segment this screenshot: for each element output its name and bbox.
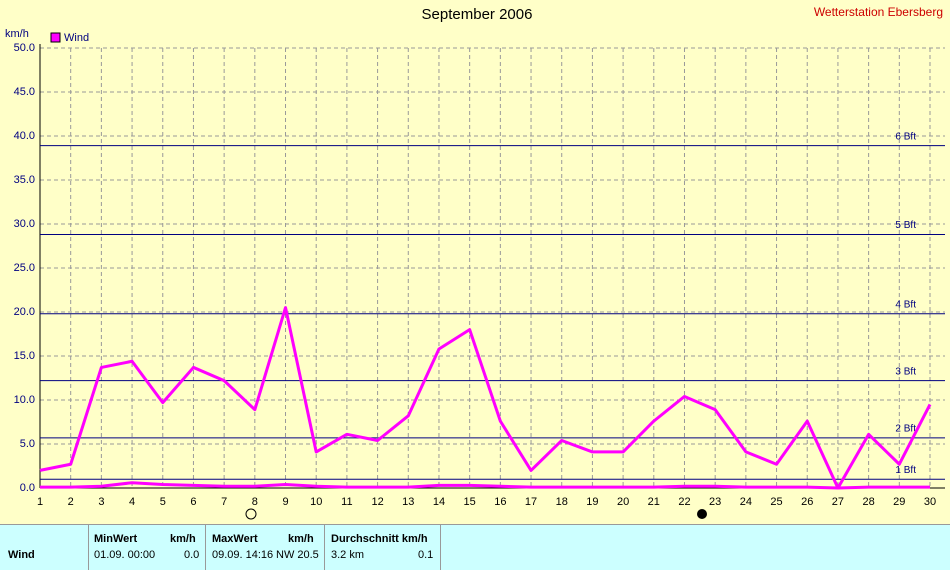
sep — [205, 525, 206, 570]
x-tick-label: 19 — [586, 496, 598, 508]
sep — [88, 525, 89, 570]
y-tick-label: 20.0 — [14, 306, 35, 318]
avg-head: Durchschnitt km/h — [331, 533, 428, 545]
beaufort-label: 5 Bft — [895, 220, 916, 231]
x-tick-label: 24 — [740, 496, 752, 508]
min-unit: km/h — [170, 533, 196, 545]
x-tick-label: 14 — [433, 496, 445, 508]
x-tick-label: 22 — [678, 496, 690, 508]
max-time: 09.09. 14:16 — [212, 549, 274, 561]
max-unit: km/h — [288, 533, 314, 545]
x-tick-label: 8 — [252, 496, 258, 508]
sep — [440, 525, 441, 570]
x-tick-label: 10 — [310, 496, 322, 508]
beaufort-label: 3 Bft — [895, 366, 916, 377]
y-tick-label: 5.0 — [20, 438, 35, 450]
x-tick-label: 2 — [68, 496, 74, 508]
y-tick-label: 35.0 — [14, 174, 35, 186]
avg-value: 0.1 — [418, 549, 434, 561]
x-tick-label: 6 — [190, 496, 196, 508]
wind-line — [40, 481, 930, 490]
y-tick-label: 30.0 — [14, 218, 35, 230]
x-tick-label: 12 — [371, 496, 383, 508]
x-tick-label: 20 — [617, 496, 629, 508]
x-tick-label: 13 — [402, 496, 414, 508]
x-tick-label: 23 — [709, 496, 721, 508]
x-tick-label: 21 — [648, 496, 660, 508]
chart: September 2006 Wetterstation Ebersberg k… — [5, 5, 945, 520]
beaufort-label: 6 Bft — [895, 131, 916, 142]
x-tick-label: 29 — [893, 496, 905, 508]
x-tick-label: 28 — [862, 496, 874, 508]
beaufort-label: 2 Bft — [895, 423, 916, 434]
x-tick-label: 9 — [282, 496, 288, 508]
y-tick-label: 50.0 — [14, 42, 35, 54]
row-label: Wind — [8, 549, 35, 561]
x-tick-label: 16 — [494, 496, 506, 508]
y-tick-label: 25.0 — [14, 262, 35, 274]
y-tick-label: 15.0 — [14, 350, 35, 362]
x-tick-label: 27 — [832, 496, 844, 508]
x-tick-label: 4 — [129, 496, 135, 508]
chart-title: September 2006 — [422, 6, 533, 23]
avg-dist: 3.2 km — [331, 549, 365, 561]
beaufort-label: 4 Bft — [895, 299, 916, 310]
x-tick-label: 30 — [924, 496, 936, 508]
x-tick-label: 7 — [221, 496, 227, 508]
min-value: 0.0 — [184, 549, 200, 561]
x-tick-label: 25 — [770, 496, 782, 508]
y-axis-label: km/h — [5, 28, 29, 40]
min-head: MinWert — [94, 533, 138, 545]
beaufort-label: 1 Bft — [895, 465, 916, 476]
min-time: 01.09. 00:00 — [94, 549, 156, 561]
moon-new — [697, 509, 707, 519]
x-tick-label: 11 — [341, 496, 352, 508]
x-tick-label: 18 — [556, 496, 568, 508]
y-tick-label: 40.0 — [14, 130, 35, 142]
wind-line — [39, 306, 932, 490]
x-tick-label: 5 — [160, 496, 166, 508]
moon-full — [245, 508, 257, 520]
x-tick-label: 1 — [37, 496, 43, 508]
sep — [324, 525, 325, 570]
x-tick-label: 26 — [801, 496, 813, 508]
y-tick-label: 45.0 — [14, 86, 35, 98]
x-tick-label: 15 — [464, 496, 476, 508]
stats-table: Wind MinWert km/h 01.09. 00:00 0.0 MaxWe… — [0, 524, 950, 570]
max-value: NW 20.5 — [276, 549, 319, 561]
legend-label: Wind — [64, 32, 89, 44]
legend-swatch — [50, 32, 61, 43]
x-tick-label: 17 — [525, 496, 537, 508]
y-tick-label: 10.0 — [14, 394, 35, 406]
x-tick-label: 3 — [98, 496, 104, 508]
max-head: MaxWert — [212, 533, 258, 545]
station: Wetterstation Ebersberg — [814, 5, 943, 19]
y-tick-label: 0.0 — [20, 482, 35, 494]
